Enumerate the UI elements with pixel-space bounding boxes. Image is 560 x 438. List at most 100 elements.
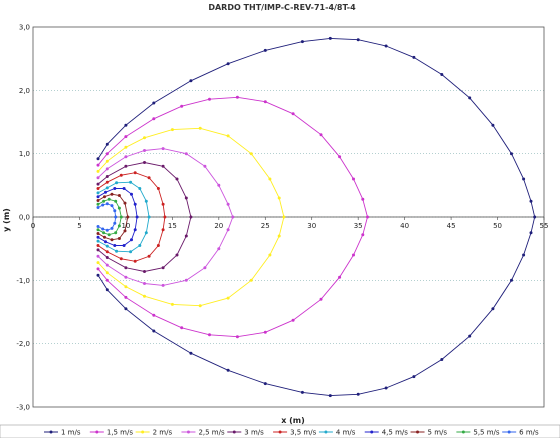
x-tick-label: 10	[121, 222, 130, 230]
data-point	[147, 254, 151, 258]
chart-title: DARDO THT/IMP-C-REV-71-4/8T-4	[208, 3, 356, 12]
data-point	[203, 266, 207, 270]
data-point	[138, 244, 142, 247]
data-point	[114, 215, 118, 219]
data-point	[117, 224, 121, 228]
x-tick-label: 0	[31, 222, 35, 230]
data-point	[226, 134, 230, 138]
x-tick-label: 30	[307, 222, 316, 230]
legend-label: 4 m/s	[336, 429, 356, 437]
series-8	[96, 192, 130, 242]
data-point	[175, 177, 179, 181]
legend-item: 5,5 m/s	[456, 429, 500, 437]
data-point	[440, 73, 444, 76]
data-point	[122, 187, 126, 190]
data-point	[152, 329, 156, 333]
data-point	[235, 95, 239, 99]
data-point	[384, 386, 388, 390]
data-point	[356, 38, 360, 42]
data-point	[226, 368, 230, 372]
data-point	[119, 257, 123, 261]
data-point	[96, 239, 100, 243]
data-point	[96, 254, 100, 258]
data-point	[124, 155, 128, 159]
data-point	[96, 228, 100, 232]
legend-marker	[95, 430, 99, 434]
data-point	[319, 297, 323, 301]
data-point	[101, 203, 105, 207]
x-tick-label: 45	[447, 222, 456, 230]
data-point	[130, 192, 133, 196]
data-point	[103, 235, 106, 239]
data-point	[231, 215, 235, 219]
data-point	[522, 177, 526, 181]
legend-label: 5,5 m/s	[473, 429, 500, 437]
data-point	[129, 180, 133, 184]
data-point	[124, 135, 128, 139]
x-tick-label: 15	[168, 222, 177, 230]
legend-marker	[461, 430, 465, 434]
data-point	[122, 244, 126, 247]
data-point	[133, 202, 137, 206]
x-axis-label: x (m)	[281, 416, 305, 425]
data-point	[96, 182, 100, 186]
legend-marker	[370, 430, 374, 434]
legend-item: 3 m/s	[227, 429, 264, 437]
data-point	[105, 152, 109, 156]
data-point	[101, 227, 105, 231]
data-point	[124, 145, 128, 149]
legend-label: 5 m/s	[428, 429, 448, 437]
y-axis-label: y (m)	[2, 208, 11, 232]
legend-label: 3 m/s	[244, 429, 264, 437]
data-point	[180, 104, 184, 108]
data-point	[263, 330, 267, 334]
x-tick-label: 55	[540, 222, 549, 230]
data-point	[510, 278, 513, 282]
data-point	[105, 278, 109, 282]
x-tick-label: 5	[77, 222, 81, 230]
data-point	[96, 273, 100, 277]
data-point	[249, 278, 253, 282]
data-point	[263, 382, 267, 386]
data-point	[412, 55, 416, 59]
legend-marker	[324, 430, 328, 434]
data-point	[522, 253, 526, 257]
data-point	[161, 228, 165, 232]
data-point	[203, 164, 207, 168]
data-point	[107, 197, 111, 201]
data-point	[352, 177, 355, 181]
data-point	[189, 351, 193, 355]
data-point	[104, 190, 107, 194]
y-tick-label: -1,0	[16, 277, 30, 285]
data-point	[300, 390, 304, 394]
data-point	[226, 62, 230, 66]
data-point	[147, 176, 151, 180]
data-point	[105, 288, 109, 292]
data-point	[102, 199, 106, 203]
y-tick-label: 3,0	[19, 24, 30, 32]
data-point	[105, 256, 109, 259]
data-point	[491, 123, 495, 127]
legend: 1 m/s 1,5 m/s 2 m/s 2,5 m/s 3 m/s 3,5 m/s 4 m/…	[44, 429, 539, 437]
data-point	[110, 238, 114, 242]
data-point	[133, 228, 137, 232]
data-point	[129, 250, 133, 254]
data-point	[115, 181, 119, 185]
data-point	[361, 197, 365, 201]
data-point	[143, 282, 146, 285]
legend-item: 6 m/s	[502, 429, 539, 437]
legend-label: 2 m/s	[153, 429, 173, 437]
data-point	[277, 234, 281, 238]
data-point	[338, 155, 342, 159]
data-point	[208, 333, 211, 337]
legend-marker	[141, 430, 145, 434]
data-point	[96, 195, 100, 199]
data-point	[119, 215, 123, 219]
data-point	[161, 266, 165, 270]
data-point	[113, 209, 117, 213]
legend-item: 4 m/s	[318, 429, 356, 437]
series-10	[96, 202, 118, 232]
data-point	[96, 206, 100, 209]
data-point	[107, 233, 111, 237]
